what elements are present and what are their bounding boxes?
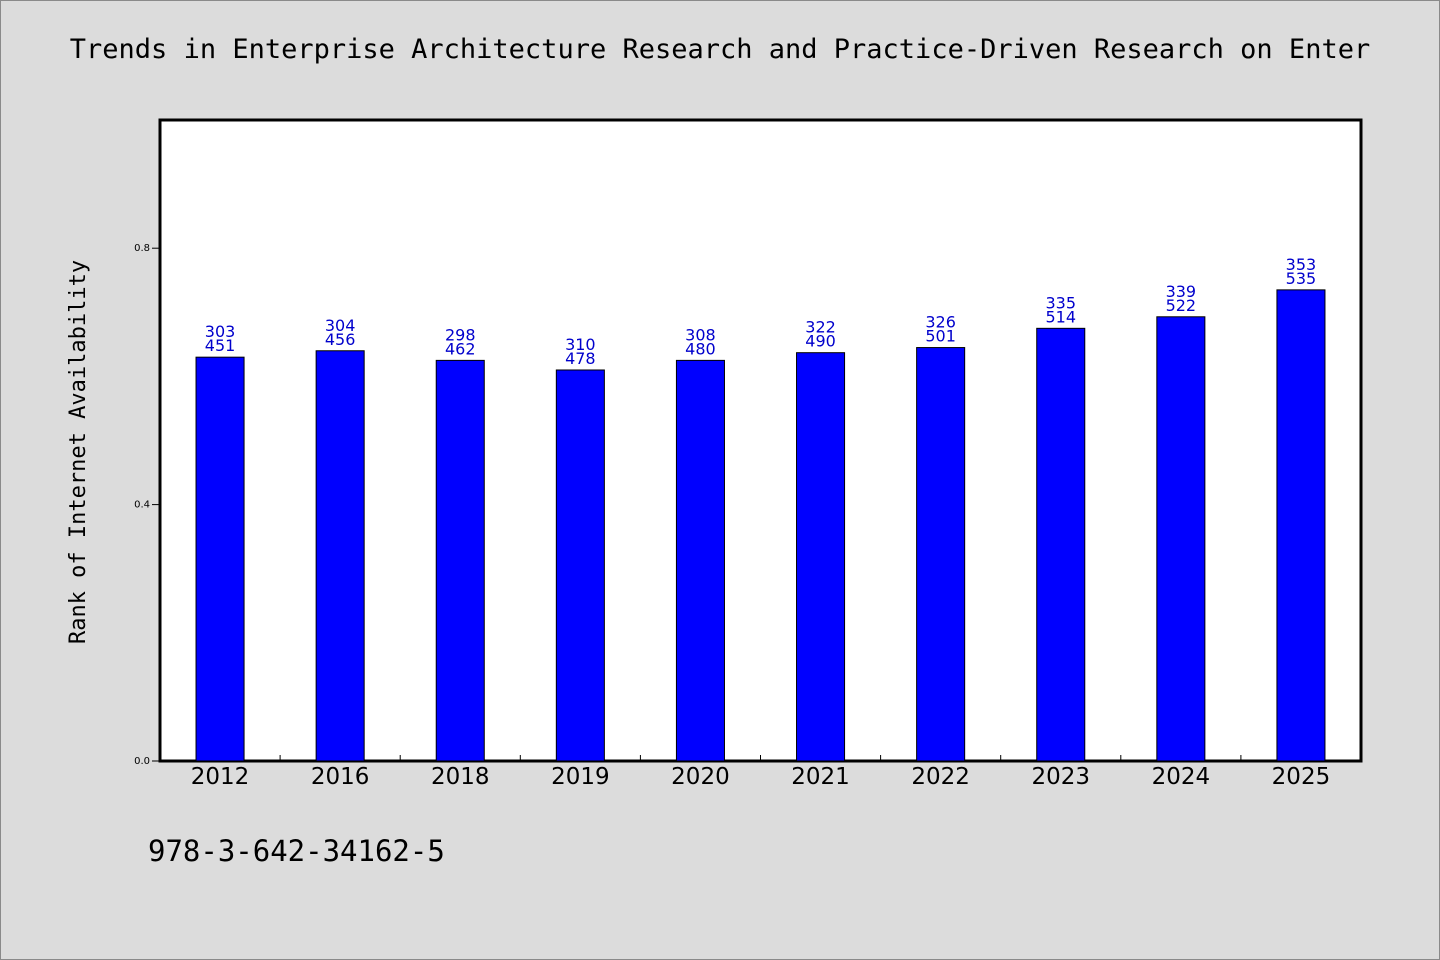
bar-2024	[1156, 316, 1206, 762]
data-label-top-2021: 322	[805, 318, 836, 337]
data-label-top-2024: 339	[1166, 282, 1197, 301]
data-label-bottom-2024: 522	[1166, 296, 1197, 315]
data-label-top-2023: 335	[1045, 293, 1076, 312]
axis-layer: 2012 2016 2018 2019 2020 2021 2022 2023 2024 2025…	[134, 243, 1330, 790]
data-label-top-2018: 298	[445, 325, 476, 344]
bar-2019	[555, 369, 605, 762]
bar-2025	[1276, 289, 1326, 762]
bar-2018	[435, 359, 485, 762]
data-label-bottom-2023: 514	[1045, 307, 1076, 326]
data-label-bottom-2021: 490	[805, 332, 836, 351]
data-label-bottom-2018: 462	[445, 339, 476, 358]
x-tick-label-2020: 2020	[671, 764, 730, 790]
isbn-text: 978-3-642-34162-5	[148, 834, 445, 868]
x-tick-label-2012: 2012	[191, 764, 250, 790]
x-tick-label-2023: 2023	[1031, 764, 1090, 790]
data-label-top-2020: 308	[685, 325, 716, 344]
x-tick-label-2021: 2021	[791, 764, 850, 790]
bar-2021	[796, 352, 846, 762]
data-label-bottom-2019: 478	[565, 349, 596, 368]
data-label-top-2016: 304	[325, 316, 356, 335]
x-tick-label-2019: 2019	[551, 764, 610, 790]
y-tick-label: 0.0	[134, 756, 150, 767]
data-label-top-2019: 310	[565, 335, 596, 354]
bar-2020	[675, 359, 725, 762]
y-tick-label: 0.8	[134, 243, 150, 254]
chart-title: Trends in Enterprise Architecture Resear…	[69, 34, 1371, 65]
bar-2022	[916, 347, 966, 762]
data-label-bottom-2022: 501	[925, 327, 956, 346]
x-tick-label-2022: 2022	[911, 764, 970, 790]
data-label-top-2022: 326	[925, 313, 956, 332]
bar-2016	[315, 350, 365, 762]
x-tick-label-2024: 2024	[1152, 764, 1211, 790]
bar-2012	[195, 356, 245, 762]
data-label-bottom-2020: 480	[685, 339, 716, 358]
x-tick-label-2025: 2025	[1272, 764, 1331, 790]
data-label-bottom-2012: 451	[205, 336, 236, 355]
x-tick-label-2018: 2018	[431, 764, 490, 790]
data-label-bottom-2016: 456	[325, 330, 356, 349]
y-tick-label: 0.4	[134, 500, 150, 511]
y-axis-label: Rank of Internet Availability	[66, 260, 91, 644]
data-label-top-2025: 353	[1286, 255, 1317, 274]
bar-2023	[1036, 327, 1086, 762]
x-tick-label-2016: 2016	[311, 764, 370, 790]
data-label-top-2012: 303	[205, 322, 236, 341]
data-label-bottom-2025: 535	[1286, 269, 1317, 288]
